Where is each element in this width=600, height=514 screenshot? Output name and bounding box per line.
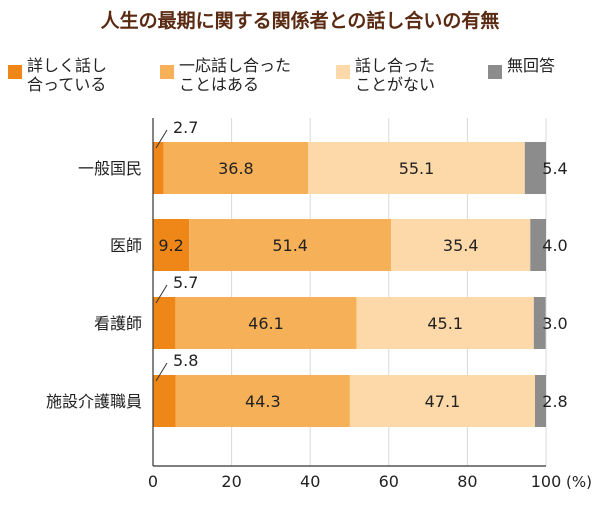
- legend-label-never: 話し合った ことがない: [355, 56, 436, 94]
- x-tick-label: 80: [457, 472, 477, 491]
- legend-label-detailed: 詳しく話し 合っている: [27, 56, 108, 94]
- x-tick-label: 60: [379, 472, 399, 491]
- legend-swatch-detailed: [8, 65, 22, 79]
- data-label: 36.8: [218, 159, 254, 178]
- data-label: 2.7: [173, 118, 198, 137]
- bar-segment: [163, 142, 309, 194]
- bar-segment: [153, 375, 176, 427]
- data-label: 55.1: [399, 159, 435, 178]
- category-label: 一般国民: [78, 159, 142, 178]
- bar-segment: [356, 297, 534, 349]
- data-label: 3.0: [542, 314, 567, 333]
- data-label: 35.4: [443, 236, 479, 255]
- legend-swatch-somewhat: [160, 65, 174, 79]
- data-label: 4.0: [542, 236, 567, 255]
- x-unit-label: (%): [566, 473, 592, 491]
- leader-line: [155, 284, 168, 304]
- bar-segment: [534, 375, 546, 427]
- data-label: 5.4: [542, 159, 567, 178]
- legend-item-detailed: 詳しく話し 合っている: [8, 56, 107, 94]
- leader-line: [155, 129, 168, 149]
- data-label: 5.7: [173, 273, 198, 292]
- legend-item-never: 話し合った ことがない: [336, 56, 435, 94]
- bar-segment: [153, 219, 190, 271]
- legend-label-somewhat: 一応話し合った ことはある: [179, 56, 292, 94]
- legend-label-no-answer: 無回答: [507, 56, 556, 75]
- data-label: 5.8: [173, 351, 198, 370]
- data-label: 9.2: [158, 236, 183, 255]
- bar-segment: [391, 219, 531, 271]
- chart-title: 人生の最期に関する関係者との話し合いの有無: [100, 10, 500, 32]
- legend-swatch-no-answer: [488, 65, 502, 79]
- data-label: 45.1: [427, 314, 463, 333]
- bar-segment: [153, 297, 176, 349]
- x-tick-label: 40: [300, 472, 320, 491]
- bar-segment: [189, 219, 392, 271]
- bar-segment: [153, 142, 164, 194]
- data-label: 47.1: [425, 392, 461, 411]
- data-label: 2.8: [542, 392, 567, 411]
- bar-segment: [524, 142, 546, 194]
- leader-line: [155, 362, 168, 382]
- bar-segment: [349, 375, 535, 427]
- category-label: 医師: [110, 236, 142, 255]
- bar-segment: [175, 375, 350, 427]
- x-tick-label: 20: [221, 472, 241, 491]
- legend: 詳しく話し 合っている 一応話し合った ことはある 話し合った ことがない 無回…: [0, 56, 600, 106]
- data-label: 51.4: [272, 236, 308, 255]
- category-label: 施設介護職員: [46, 392, 142, 411]
- bar-segment: [530, 219, 546, 271]
- x-tick-label: 100: [531, 472, 562, 491]
- data-label: 44.3: [245, 392, 281, 411]
- data-label: 46.1: [248, 314, 284, 333]
- x-tick-label: 0: [148, 472, 158, 491]
- legend-item-no-answer: 無回答: [488, 56, 555, 79]
- bar-segment: [533, 297, 546, 349]
- legend-item-somewhat: 一応話し合った ことはある: [160, 56, 291, 94]
- legend-swatch-never: [336, 65, 350, 79]
- bar-segment: [308, 142, 525, 194]
- bar-segment: [175, 297, 357, 349]
- category-label: 看護師: [94, 314, 142, 333]
